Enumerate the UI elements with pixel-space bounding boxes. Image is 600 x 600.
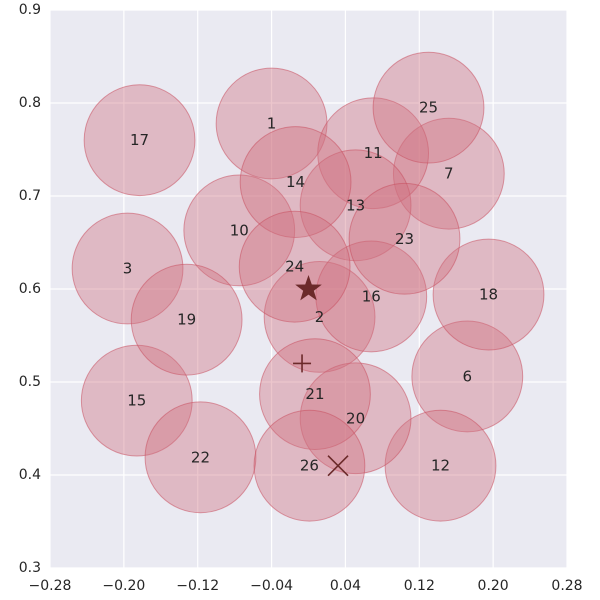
x-axis-tick-labels: −0.28 −0.20 −0.12 −0.04 0.04 0.12 0.20 0.28 (29, 578, 583, 594)
circle-7 (392, 117, 505, 230)
circle-label-14: 14 (286, 173, 305, 191)
circle-16 (315, 240, 428, 353)
circle-label-15: 15 (127, 392, 146, 410)
y-tick-label: 0.6 (19, 281, 41, 297)
y-tick-label: 0.5 (19, 374, 41, 390)
circle-label-10: 10 (230, 221, 249, 239)
x-tick-label: 0.28 (551, 578, 582, 594)
circle-label-17: 17 (130, 131, 149, 149)
circle-label-26: 26 (300, 457, 319, 475)
circle-17 (83, 84, 196, 197)
star-marker (295, 275, 322, 301)
circle-label-20: 20 (346, 409, 365, 427)
x-tick-label: −0.12 (176, 578, 219, 594)
x-tick-label: 0.20 (478, 578, 509, 594)
circle-23 (348, 182, 461, 295)
circle-label-23: 23 (395, 230, 414, 248)
circle-24 (238, 210, 351, 323)
y-tick-label: 0.7 (19, 188, 41, 204)
circle-label-24: 24 (285, 258, 304, 276)
circle-label-2: 2 (315, 308, 325, 326)
circle-label-19: 19 (177, 311, 196, 329)
circle-label-7: 7 (444, 165, 454, 183)
y-tick-label: 0.9 (19, 2, 41, 18)
circle-25 (372, 51, 485, 164)
x-tick-label: −0.20 (102, 578, 145, 594)
plus-marker (293, 354, 312, 373)
circle-13 (299, 149, 412, 262)
circle-22 (144, 401, 257, 514)
circle-15 (80, 344, 193, 457)
circle-label-3: 3 (123, 260, 133, 278)
circle-26 (253, 409, 366, 522)
circle-label-18: 18 (479, 286, 498, 304)
circle-label-12: 12 (431, 457, 450, 475)
circle-label-11: 11 (364, 144, 383, 162)
circle-layer (71, 51, 545, 522)
y-tick-label: 0.8 (19, 95, 41, 111)
y-tick-label: 0.3 (19, 560, 41, 576)
grid-lines (49, 9, 568, 569)
circle-label-16: 16 (362, 287, 381, 305)
circle-label-6: 6 (463, 367, 473, 385)
x-tick-label: 0.12 (404, 578, 435, 594)
circle-11 (317, 97, 430, 210)
x-tick-label: 0.04 (330, 578, 361, 594)
circle-19 (130, 263, 243, 376)
circle-label-22: 22 (191, 448, 210, 466)
cross-marker (327, 455, 349, 477)
marker-layer (293, 275, 349, 477)
circle-14 (239, 126, 352, 238)
x-tick-label: −0.28 (29, 578, 72, 594)
circle-label-21: 21 (305, 385, 324, 403)
circle-3 (71, 212, 184, 325)
circle-label-13: 13 (346, 196, 365, 214)
circle-label-25: 25 (419, 99, 438, 117)
circle-20 (299, 362, 412, 475)
circle-18 (432, 238, 545, 351)
y-tick-label: 0.4 (19, 467, 41, 483)
circle-10 (183, 174, 296, 287)
circle-6 (411, 320, 524, 433)
y-axis-tick-labels: 0.3 0.4 0.5 0.6 0.7 0.8 0.9 (19, 2, 41, 576)
circle-label-1: 1 (267, 114, 277, 132)
x-tick-label: −0.04 (250, 578, 293, 594)
circle-1 (215, 67, 328, 180)
